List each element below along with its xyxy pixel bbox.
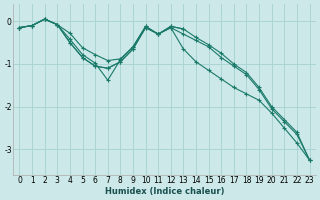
X-axis label: Humidex (Indice chaleur): Humidex (Indice chaleur) [105,187,224,196]
